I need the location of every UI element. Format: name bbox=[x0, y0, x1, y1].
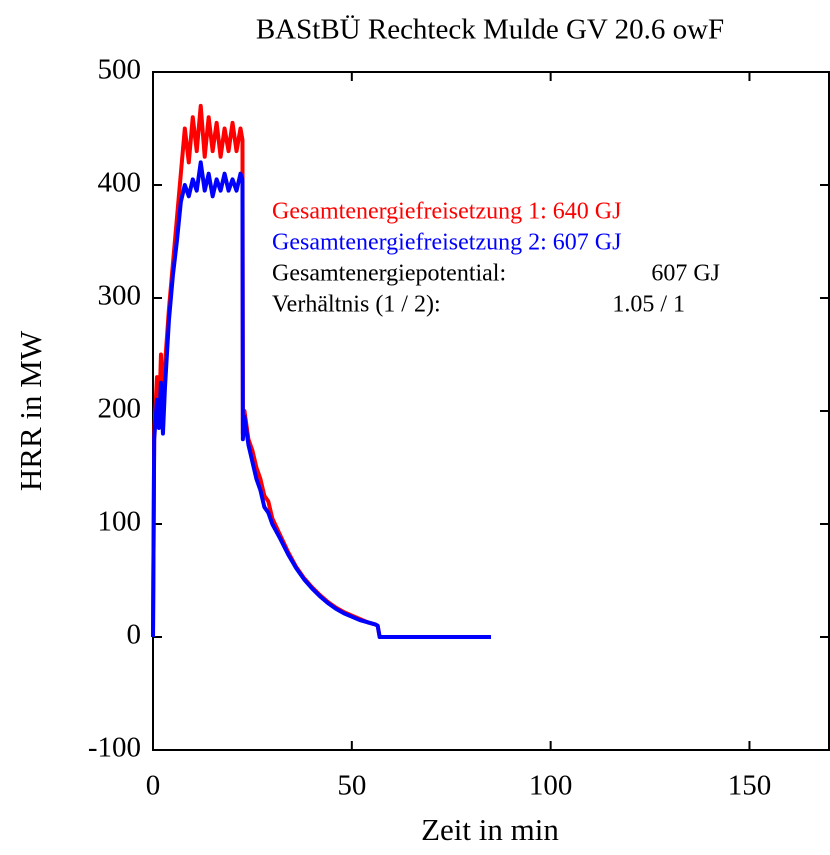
annotation: Gesamtenergiefreisetzung 1: 640 GJ bbox=[272, 199, 621, 225]
y-tick-label: 100 bbox=[98, 506, 142, 538]
y-tick-label: 300 bbox=[98, 280, 142, 312]
plot-frame bbox=[152, 71, 830, 751]
y-axis-label: HRR in MW bbox=[13, 330, 48, 491]
y-tick-label: 200 bbox=[98, 393, 142, 425]
y-tick-label: -100 bbox=[88, 732, 141, 764]
x-axis-label: Zeit in min bbox=[421, 812, 559, 847]
annotation-value: 1.05 / 1 bbox=[612, 292, 685, 318]
y-tick-label: 0 bbox=[127, 619, 142, 651]
y-tick-label: 500 bbox=[98, 54, 142, 86]
annotation-value: 607 GJ bbox=[651, 261, 720, 287]
x-tick-label: 0 bbox=[146, 770, 161, 802]
annotation: Gesamtenergiefreisetzung 2: 607 GJ bbox=[272, 230, 621, 256]
x-tick-label: 150 bbox=[728, 770, 772, 802]
y-tick-label: 400 bbox=[98, 167, 142, 199]
x-tick-label: 50 bbox=[337, 770, 366, 802]
series-line bbox=[151, 160, 491, 639]
x-tick-label: 100 bbox=[529, 770, 573, 802]
annotation: Gesamtenergiepotential: bbox=[272, 261, 506, 287]
annotation: Verhältnis (1 / 2): bbox=[272, 292, 441, 318]
chart-title: BAStBÜ Rechteck Mulde GV 20.6 owF bbox=[256, 14, 724, 46]
